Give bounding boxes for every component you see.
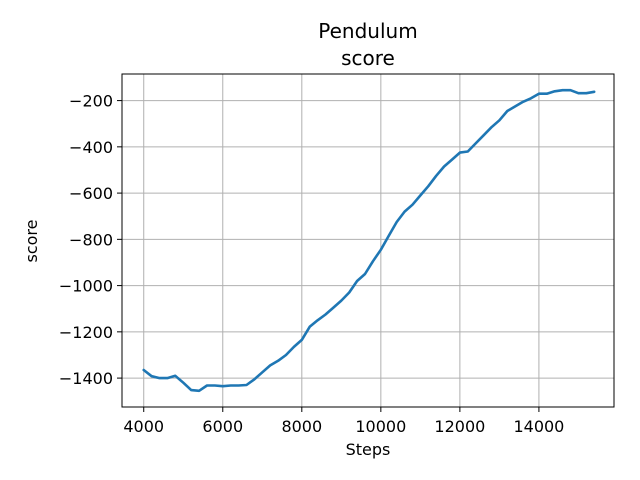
score-series-line — [142, 88, 596, 393]
y-tick-label: −1400 — [59, 369, 113, 388]
y-tick-label: −200 — [69, 92, 113, 111]
y-tick-label: −600 — [69, 184, 113, 203]
y-tick-label: −800 — [69, 230, 113, 249]
y-tick-label: −1200 — [59, 323, 113, 342]
y-axis-label: score — [22, 220, 41, 263]
x-tick-label: 8000 — [281, 417, 322, 436]
chart-title-line2: score — [341, 46, 395, 70]
y-axis-ticks: −1400 −1200 −1000 −800 −600 −400 −200 — [59, 92, 122, 388]
x-tick-label: 4000 — [123, 417, 164, 436]
y-tick-label: −1000 — [59, 277, 113, 296]
series-layer — [142, 88, 596, 393]
y-tick-label: −400 — [69, 138, 113, 157]
x-tick-label: 12000 — [434, 417, 485, 436]
chart-title-line1: Pendulum — [318, 19, 417, 43]
x-axis-ticks: 4000 6000 8000 10000 12000 14000 — [123, 407, 564, 436]
x-tick-label: 10000 — [355, 417, 406, 436]
plot-frame — [121, 73, 615, 408]
grid — [122, 74, 614, 407]
x-tick-label: 6000 — [202, 417, 243, 436]
x-axis-label: Steps — [346, 440, 391, 459]
x-tick-label: 14000 — [513, 417, 564, 436]
